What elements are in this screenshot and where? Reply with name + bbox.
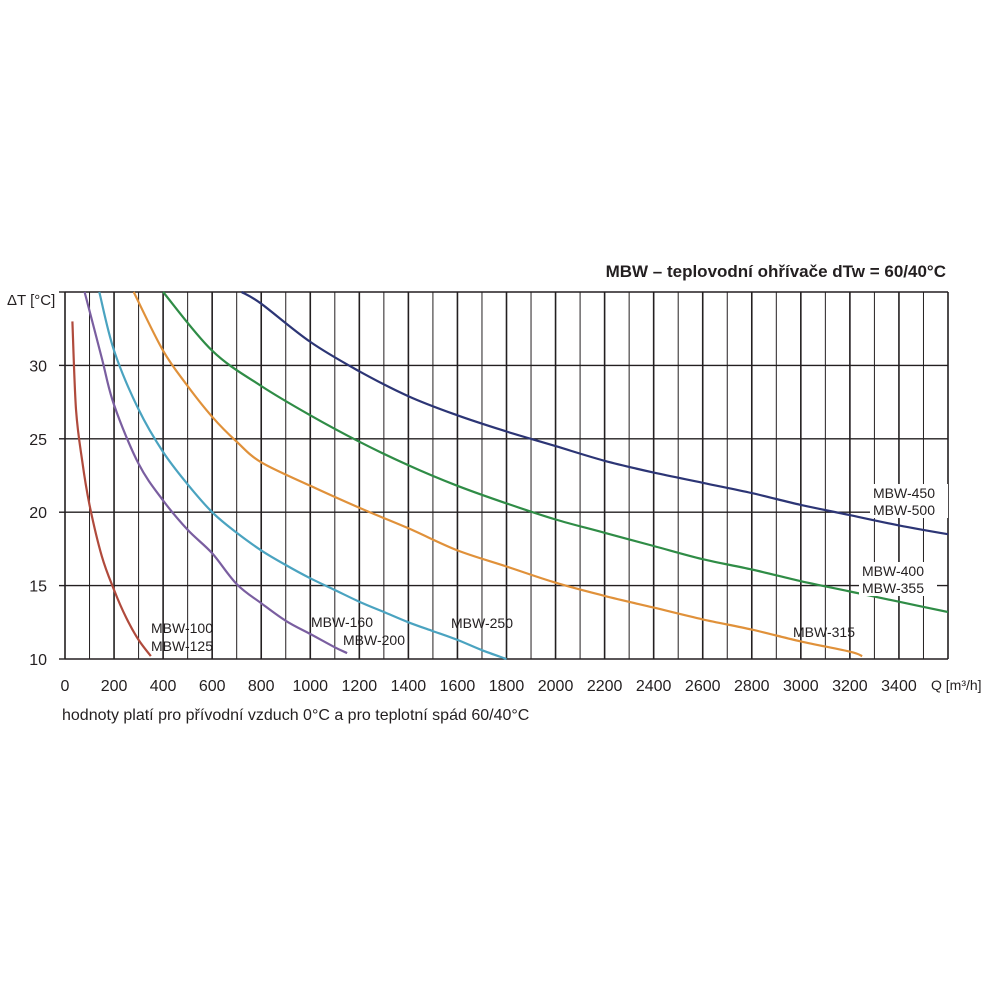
series-label-mbw-450: MBW-450	[873, 485, 935, 501]
x-tick-label: 1000	[292, 678, 328, 695]
x-axis-label: Q [m³/h]	[931, 677, 982, 693]
x-tick-label: 3000	[783, 678, 819, 695]
x-tick-label: 2600	[685, 678, 721, 695]
grid	[59, 291, 949, 660]
x-tick-label: 800	[248, 678, 275, 695]
series-line-mbw-450	[241, 291, 948, 536]
series-line-mbw-400	[162, 291, 948, 614]
x-tick-label: 1800	[489, 678, 525, 695]
y-tick-label: 20	[29, 505, 47, 522]
y-tick-label: 10	[29, 652, 47, 669]
y-tick-label: 15	[29, 579, 47, 596]
series-label-bg	[870, 501, 948, 518]
series-line-mbw-160	[83, 291, 348, 655]
x-tick-label: 0	[61, 678, 70, 695]
series-line-mbw-100	[71, 321, 152, 657]
x-tick-label: 600	[199, 678, 226, 695]
series-label-mbw-315: MBW-315	[793, 624, 855, 640]
x-tick-label: 2800	[734, 678, 770, 695]
x-tick-label: 1200	[342, 678, 378, 695]
axis-labels: 10 15 20 25 30 0 200 400 600 800 1000 1200 1400 1600 1…	[7, 292, 982, 695]
x-tick-label: 400	[150, 678, 177, 695]
series-label-mbw-125: MBW-125	[151, 638, 213, 654]
x-tick-label: 200	[101, 678, 128, 695]
series-label-bg	[859, 579, 937, 596]
x-tick-label: 3400	[881, 678, 917, 695]
y-axis-label: ΔT [°C]	[7, 292, 55, 309]
series-label-mbw-355: MBW-355	[862, 580, 924, 596]
series-line-mbw-315	[132, 291, 863, 658]
series-label-mbw-160: MBW-160	[311, 614, 373, 630]
x-tick-label: 3200	[832, 678, 868, 695]
series-line-mbw-250	[98, 291, 507, 660]
x-tick-label: 2400	[636, 678, 672, 695]
x-tick-label: 1400	[391, 678, 427, 695]
series-label-mbw-200: MBW-200	[343, 632, 405, 648]
series-label-mbw-100: MBW-100	[151, 620, 213, 636]
series-lines	[71, 291, 948, 660]
series-labels: MBW-100 MBW-125 MBW-160 MBW-200 MBW-250 MBW-3…	[151, 484, 948, 654]
chart-title: MBW – teplovodní ohřívače dTw = 60/40°C	[605, 262, 946, 281]
y-tick-label: 30	[29, 358, 47, 375]
chart-footnote: hodnoty platí pro přívodní vzduch 0°C a …	[62, 707, 530, 724]
series-label-mbw-500: MBW-500	[873, 502, 935, 518]
y-tick-label: 25	[29, 432, 47, 449]
series-label-mbw-250: MBW-250	[451, 615, 513, 631]
x-tick-label: 2200	[587, 678, 623, 695]
series-label-bg	[870, 484, 948, 501]
x-tick-label: 2000	[538, 678, 574, 695]
series-label-bg	[859, 562, 937, 579]
x-tick-label: 1600	[440, 678, 476, 695]
series-label-mbw-400: MBW-400	[862, 563, 924, 579]
